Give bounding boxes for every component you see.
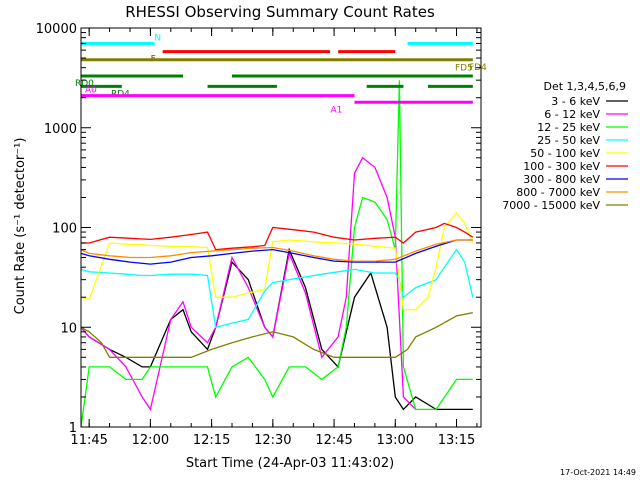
state-label-a0: A0 [85, 86, 97, 96]
series-line-3 [80, 248, 474, 329]
series-line-7 [80, 239, 473, 262]
legend-label-6: 300 - 800 keV [523, 173, 600, 186]
legend-label-1: 6 - 12 keV [544, 108, 600, 121]
y-tick-label: 1 [69, 421, 77, 436]
y-axis-label: Count Rate (s⁻¹ detector⁻¹) [13, 138, 28, 315]
series-layer [80, 80, 474, 428]
axes-layer: 11:45 12:00 12:15 12:30 12:45 13:00 13:15 1 10 10… [36, 22, 481, 448]
chart-title: RHESSI Observing Summary Count Rates [125, 3, 435, 21]
state-label-a1: A1 [330, 105, 342, 115]
legend-label-8: 7000 - 15000 keV [502, 199, 600, 212]
legend-label-5: 100 - 300 keV [523, 160, 600, 173]
legend-label-3: 25 - 50 keV [537, 134, 600, 147]
series-line-4 [80, 211, 474, 311]
x-tick-label: 11:45 [70, 433, 107, 448]
legend-label-0: 3 - 6 keV [551, 95, 600, 108]
x-tick-label: 12:45 [315, 433, 352, 448]
y-tick-label: 100 [52, 222, 77, 237]
x-tick-label: 12:00 [132, 433, 169, 448]
series-line-2 [80, 80, 473, 428]
x-tick-label: 13:15 [438, 433, 475, 448]
x-tick-label: 13:00 [377, 433, 414, 448]
series-line-6 [80, 239, 473, 265]
state-bars-layer: NFFD4FD5RD0RD4A0A1 [75, 33, 487, 115]
legend-label-4: 50 - 100 keV [530, 147, 600, 160]
y-tick-label: 1000 [44, 122, 77, 137]
legend-title: Det 1,3,4,5,6,9 [543, 80, 626, 93]
series-line-1 [80, 156, 417, 412]
state-label-rd0: RD0 [75, 79, 94, 89]
y-tick-label: 10000 [36, 22, 77, 37]
legend-label-7: 800 - 7000 keV [516, 186, 600, 199]
series-line-5 [81, 222, 474, 251]
state-label-fd5: FD5 [455, 64, 473, 74]
legend-label-2: 12 - 25 keV [537, 121, 600, 134]
state-label-n: N [154, 33, 161, 43]
y-tick-label: 10 [60, 321, 77, 336]
footer-timestamp: 17-Oct-2021 14:49 [560, 468, 636, 477]
x-tick-label: 12:15 [193, 433, 230, 448]
x-tick-label: 12:30 [254, 433, 291, 448]
series-line-8 [80, 312, 473, 358]
x-axis-label: Start Time (24-Apr-03 11:43:02) [186, 456, 394, 471]
